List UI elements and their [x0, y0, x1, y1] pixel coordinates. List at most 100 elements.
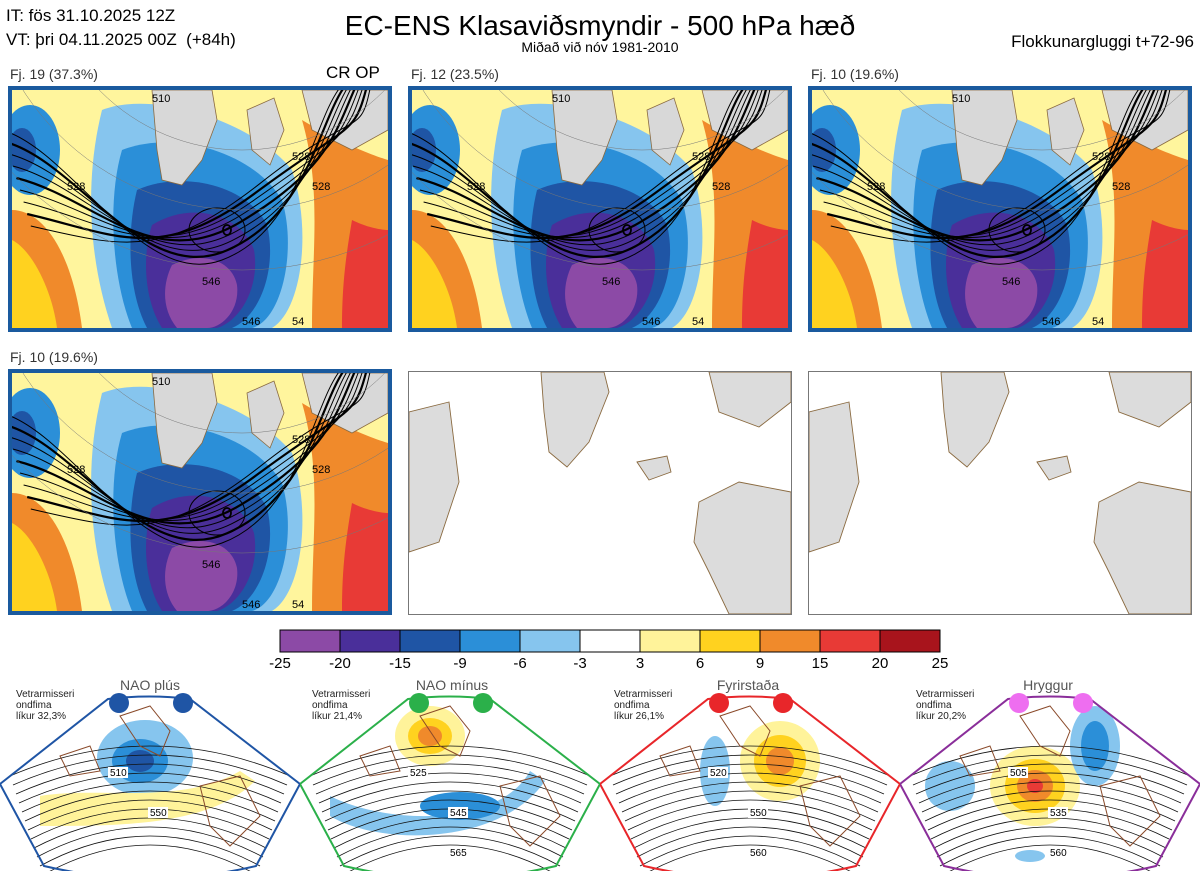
contour-label-bg [408, 767, 428, 778]
height-contour [639, 835, 861, 867]
regime-info-2: Vetrarmisseri ondfima líkur 21,4% [312, 689, 371, 722]
regime-info-3: Vetrarmisseri ondfima líkur 26,1% [614, 689, 673, 722]
latitude-line [22, 90, 388, 211]
panel-tag-1: CR OP [326, 63, 380, 82]
regime-marker-dot [1073, 693, 1093, 713]
contour-label: 525 [410, 768, 427, 779]
height-contour [26, 90, 368, 240]
height-contour [927, 799, 1173, 831]
land-mass [151, 90, 218, 186]
colorbar-tick-label: 25 [931, 655, 949, 672]
colorbar-tick-label: -3 [573, 655, 587, 672]
anomaly-cold-mid [420, 792, 500, 820]
page-subtitle: Miðað við nóv 1981-2010 [521, 39, 679, 55]
height-contour [339, 835, 561, 867]
contour-label: 528 [867, 181, 885, 193]
anomaly-cold-center [165, 257, 238, 328]
height-contour [19, 373, 359, 521]
height-contour [12, 90, 347, 251]
cluster-map-1: 510 528 528 546 528 546 54 [8, 86, 392, 332]
contour-label: 550 [150, 808, 167, 819]
cluster-map-2: 510 528 528 546 528 546 54 [408, 86, 792, 332]
colorbar-swatch [279, 629, 341, 653]
land-mass [246, 97, 285, 166]
contour-label-bg [448, 847, 468, 858]
colorbar-swatch [699, 629, 761, 653]
height-contour [819, 90, 1159, 238]
contour-label-bg [748, 807, 768, 818]
anomaly-cold [330, 771, 545, 836]
empty-map-6 [808, 371, 1192, 615]
contour-label: 54 [692, 316, 704, 328]
height-contour [924, 790, 1176, 822]
height-contour [412, 90, 747, 251]
height-contour [830, 90, 1171, 243]
latitude-line [812, 172, 1188, 271]
latitude-line [98, 90, 386, 151]
height-contour [30, 90, 371, 243]
contour-label: 510 [110, 768, 127, 779]
anomaly-warm-east-core [342, 503, 388, 611]
contour-label: 528 [292, 151, 310, 163]
height-contour [39, 835, 261, 867]
low-center-core [222, 507, 232, 519]
latitude-line [822, 90, 1188, 211]
land-mass [1046, 97, 1085, 166]
colorbar-tick-label: -20 [329, 655, 351, 672]
contour-label: 546 [242, 599, 260, 611]
height-contour [15, 763, 285, 795]
classification-window: Flokkunargluggi t+72-96 [1011, 32, 1194, 51]
low-center-core [1022, 224, 1032, 236]
land-mass [1101, 90, 1188, 151]
regime-title-1: NAO plús [120, 677, 180, 693]
height-contour [624, 790, 876, 822]
height-contour [426, 90, 768, 240]
latitude-line [412, 172, 788, 271]
contour-label: 546 [202, 276, 220, 288]
regime-info-1: Vetrarmisseri ondfima líkur 32,3% [16, 689, 75, 722]
height-contour [949, 844, 1151, 871]
low-center-core [622, 224, 632, 236]
colorbar-swatch [519, 629, 581, 653]
iceland-coast [1036, 455, 1072, 481]
anomaly-warm [40, 771, 255, 826]
regime-marker-dot [773, 693, 793, 713]
colorbar-swatch [819, 629, 881, 653]
contour-label-bg [148, 807, 168, 818]
contour-label: 54 [1092, 316, 1104, 328]
height-contour [921, 781, 1179, 813]
height-contour [816, 90, 1156, 242]
contour-label-bg [1048, 847, 1068, 858]
contour-label-bg [708, 767, 728, 778]
europe-coast [693, 481, 791, 614]
regime-title-2: NAO mínus [415, 677, 489, 693]
anomaly-warm-core [766, 747, 794, 775]
height-contour [12, 373, 347, 534]
anomaly-warm-east-core [342, 220, 388, 328]
height-contour [23, 90, 363, 237]
anomaly-cold-west [925, 761, 975, 811]
latitude-line [422, 90, 788, 211]
height-contour [627, 799, 873, 831]
contour-label-bg [1048, 807, 1068, 818]
contour-label: 528 [712, 181, 730, 193]
height-contour [939, 835, 1161, 867]
contour-label-bg [748, 847, 768, 858]
contour-label: 545 [450, 808, 467, 819]
height-contour [621, 781, 879, 813]
contour-label: 528 [467, 181, 485, 193]
regime-title-3: Fyrirstaða [716, 677, 780, 693]
height-contour [312, 754, 588, 786]
contour-label: 528 [292, 434, 310, 446]
anomaly-warm-west-core [812, 240, 857, 328]
contour-label: 505 [1010, 768, 1027, 779]
regime-blocking: 520 550 560 [600, 676, 900, 871]
iceland-coast [636, 455, 672, 481]
latitude-line [98, 373, 386, 434]
colorbar-tick-label: -9 [453, 655, 467, 672]
height-contour [423, 90, 763, 237]
height-contour [419, 90, 759, 238]
regime-nao-plus: 510 550 [0, 676, 300, 871]
colorbar-swatch [759, 629, 821, 653]
colorbar-tick-label: 9 [755, 655, 765, 672]
